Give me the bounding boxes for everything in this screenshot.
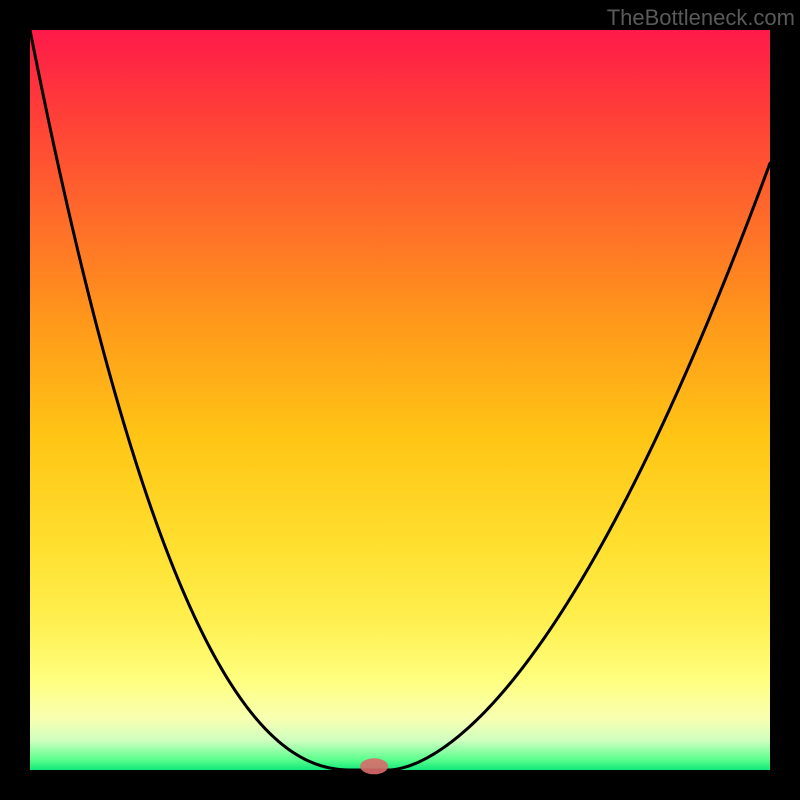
chart-container: TheBottleneck.com bbox=[0, 0, 800, 800]
plot-area bbox=[30, 30, 770, 770]
watermark-text: TheBottleneck.com bbox=[607, 5, 795, 31]
